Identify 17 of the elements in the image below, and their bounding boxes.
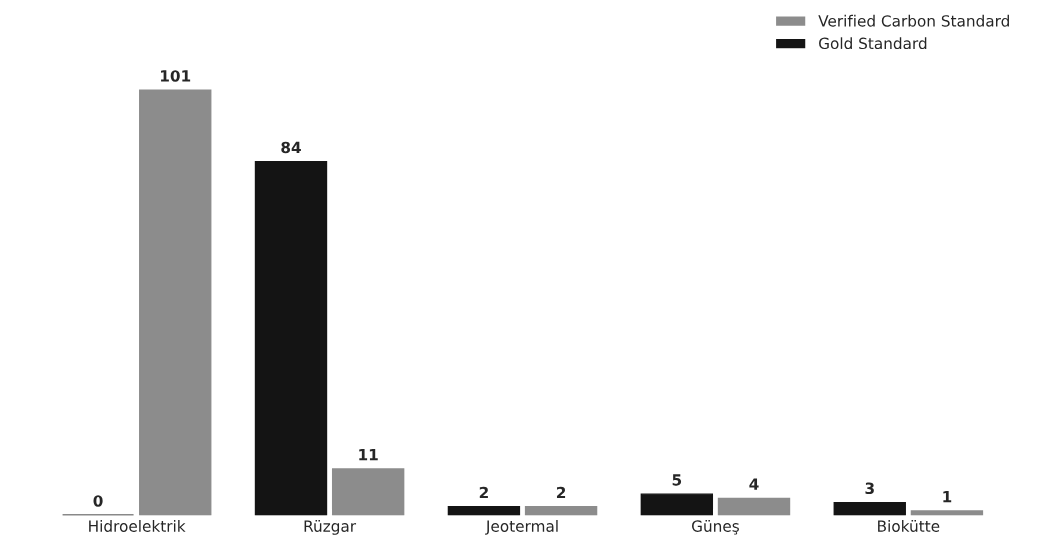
x-tick-label: Hidroelektrik — [89, 520, 186, 532]
x-tick-label: Jeotermal — [485, 520, 558, 535]
legend-label: Gold Standard — [819, 37, 927, 50]
x-tick-label: Rüzgar — [304, 520, 357, 535]
data-label: 3 — [865, 482, 874, 495]
data-label: 2 — [479, 486, 488, 499]
data-label: 101 — [161, 70, 191, 82]
legend-label: Verified Carbon Standard — [818, 14, 1009, 27]
x-tick-label: Güneş — [692, 520, 739, 535]
data-label: 1 — [943, 491, 952, 503]
x-tick-label: Biokütte — [878, 520, 940, 532]
data-label: 2 — [556, 486, 566, 499]
data-label: 0 — [93, 495, 103, 507]
data-label: 5 — [672, 474, 682, 486]
data-label: 11 — [359, 449, 378, 461]
data-label: 4 — [749, 478, 759, 490]
data-label: 84 — [281, 141, 301, 154]
